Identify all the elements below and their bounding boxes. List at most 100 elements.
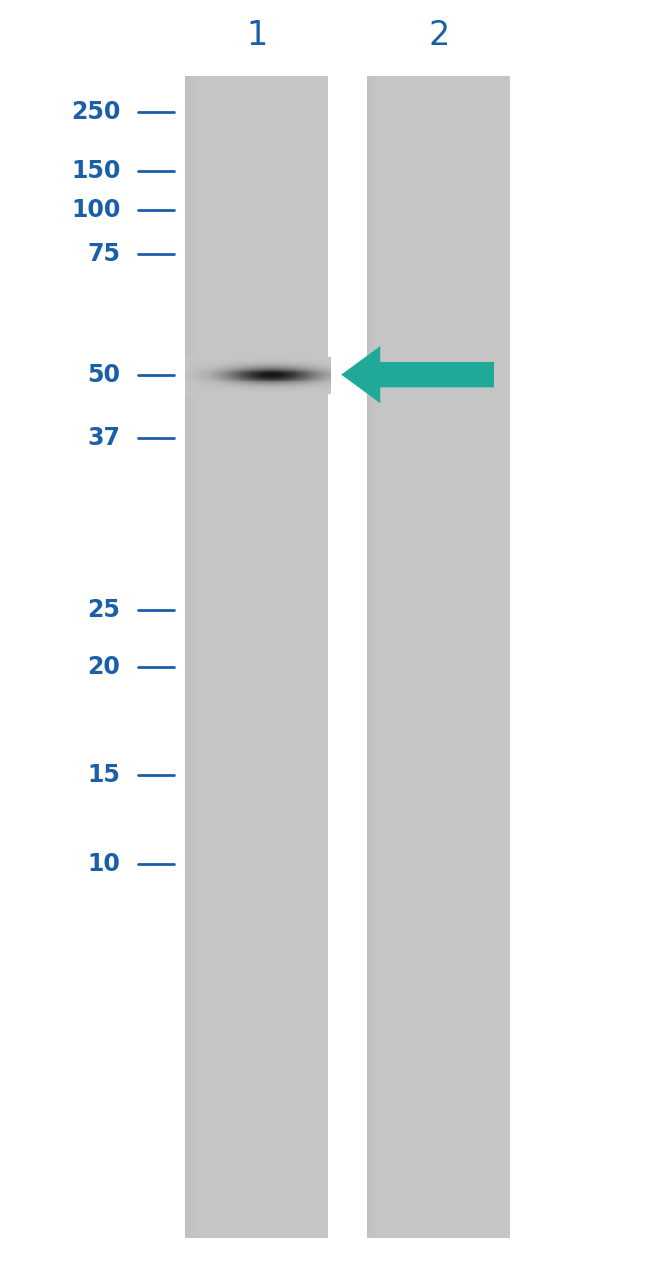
Bar <box>308 387 311 389</box>
Bar <box>266 392 269 394</box>
Bar <box>323 362 325 363</box>
Bar <box>216 361 218 362</box>
Bar <box>287 375 289 377</box>
Bar <box>328 367 331 368</box>
Bar <box>316 373 318 375</box>
Bar <box>328 381 331 384</box>
Bar <box>270 368 273 370</box>
Bar <box>203 366 206 367</box>
Bar <box>205 375 207 376</box>
Bar <box>240 372 242 373</box>
Bar <box>222 373 224 375</box>
Bar <box>225 384 227 385</box>
Bar <box>202 375 204 377</box>
Bar <box>218 376 220 377</box>
Bar <box>314 364 316 366</box>
Bar <box>220 391 222 392</box>
Bar <box>305 371 307 372</box>
Bar <box>287 364 289 366</box>
Bar <box>234 387 237 389</box>
Bar <box>185 366 188 367</box>
Bar <box>266 366 269 367</box>
Bar <box>254 362 257 364</box>
Bar <box>232 392 235 394</box>
Bar <box>307 371 309 372</box>
Bar <box>250 371 253 373</box>
Bar <box>222 381 224 384</box>
Bar <box>301 368 304 370</box>
Bar <box>326 381 329 382</box>
Bar <box>214 358 216 359</box>
Bar <box>298 363 300 364</box>
Bar <box>296 387 298 390</box>
Bar <box>268 378 271 380</box>
Bar <box>189 381 191 382</box>
Bar <box>238 375 240 377</box>
Bar <box>263 378 265 380</box>
Bar <box>292 381 294 384</box>
Bar <box>257 371 260 372</box>
Bar <box>321 368 324 370</box>
Text: 10: 10 <box>87 852 120 875</box>
Bar <box>310 371 313 372</box>
Bar <box>247 376 249 377</box>
Bar <box>248 380 251 381</box>
Bar <box>278 381 280 384</box>
Bar <box>285 385 287 386</box>
Bar <box>323 385 325 386</box>
Bar <box>196 362 198 364</box>
Bar <box>321 378 324 380</box>
Bar <box>314 375 316 377</box>
Bar <box>283 391 285 392</box>
Bar <box>211 358 213 361</box>
Bar <box>189 375 191 377</box>
Bar <box>203 378 206 380</box>
Bar <box>299 366 302 367</box>
Bar <box>296 358 298 359</box>
Bar <box>291 390 292 391</box>
Bar <box>241 384 244 385</box>
Bar <box>232 378 235 380</box>
Bar <box>198 364 200 366</box>
Bar <box>278 378 280 380</box>
Bar <box>268 387 271 390</box>
Bar <box>211 375 213 376</box>
Bar <box>198 378 200 380</box>
Bar <box>274 367 276 368</box>
Bar <box>278 367 280 368</box>
Bar <box>371 76 372 1238</box>
Bar <box>259 358 262 359</box>
Bar <box>227 378 229 380</box>
Bar <box>266 371 269 372</box>
Bar <box>263 368 265 370</box>
Bar <box>296 364 298 367</box>
Bar <box>314 359 316 361</box>
Bar <box>256 389 258 390</box>
Bar <box>283 373 285 375</box>
Bar <box>307 375 309 376</box>
Bar <box>211 381 213 382</box>
Bar <box>238 378 240 380</box>
Bar <box>283 386 285 387</box>
Bar <box>200 377 202 378</box>
Bar <box>194 376 197 377</box>
Bar <box>294 362 296 363</box>
Bar <box>319 368 322 371</box>
Bar <box>261 371 264 373</box>
Bar <box>222 371 224 373</box>
Bar <box>209 377 211 378</box>
Bar <box>222 367 224 368</box>
Bar <box>245 387 248 390</box>
Bar <box>205 384 207 385</box>
Bar <box>223 364 226 366</box>
Bar <box>207 362 209 364</box>
Bar <box>192 358 195 359</box>
Bar <box>205 385 207 386</box>
Bar <box>236 376 239 377</box>
Bar <box>310 364 313 367</box>
Bar <box>227 364 229 366</box>
Bar <box>247 385 249 386</box>
Bar <box>198 357 200 358</box>
Bar <box>283 376 285 377</box>
Bar <box>225 377 227 378</box>
